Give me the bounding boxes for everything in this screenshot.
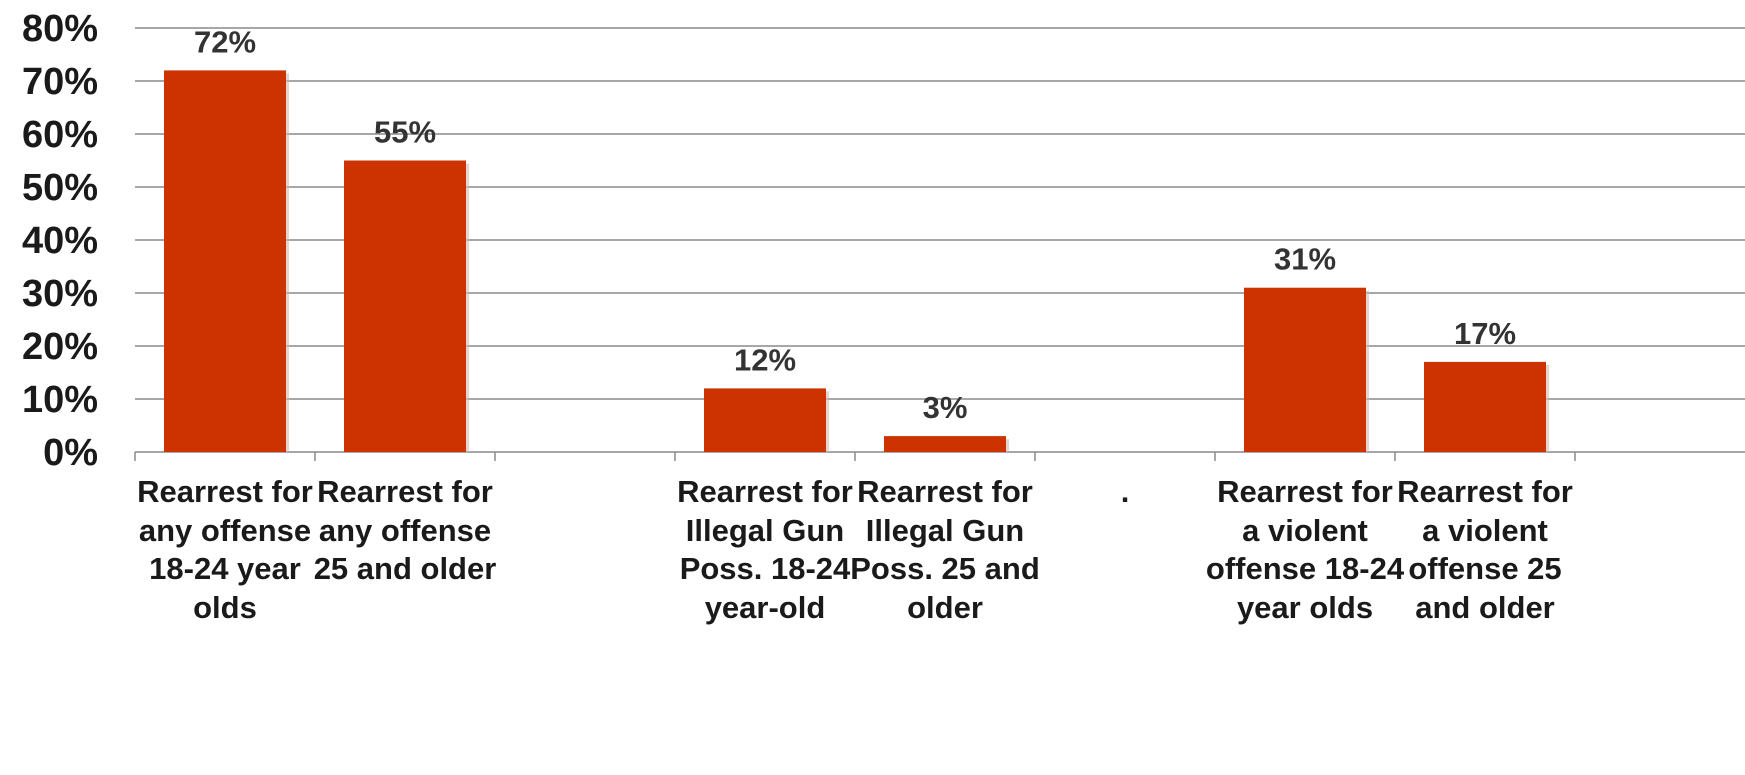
x-category-label: Rearrest for a violent offense 25 and ol… (1397, 474, 1573, 625)
x-category-label: Rearrest for any offense 25 and older (313, 474, 497, 586)
bar (344, 160, 466, 452)
x-category-label: Rearrest for Illegal Gun Poss. 25 and ol… (850, 474, 1040, 625)
y-tick-label: 10% (22, 379, 98, 421)
y-tick-label: 0% (43, 432, 98, 474)
x-category-label: Rearrest for a violent offense 18-24 yea… (1205, 474, 1405, 625)
data-label: 31% (1274, 242, 1336, 277)
bar (1244, 287, 1366, 452)
data-label: 55% (374, 115, 436, 150)
y-tick-label: 50% (22, 167, 98, 209)
data-label: 17% (1454, 316, 1516, 351)
y-tick-label: 20% (22, 326, 98, 368)
data-label: 12% (734, 342, 796, 377)
y-tick-label: 70% (22, 61, 98, 103)
data-label: 72% (194, 24, 256, 59)
bar (1424, 361, 1546, 452)
y-tick-label: 40% (22, 220, 98, 262)
x-category-label: . (1120, 474, 1130, 509)
y-tick-label: 80% (22, 8, 98, 50)
bar (884, 436, 1006, 452)
data-label: 3% (923, 390, 968, 425)
bar (704, 388, 826, 452)
x-category-label: Rearrest for Illegal Gun Poss. 18-24 yea… (677, 474, 853, 625)
y-tick-label: 60% (22, 114, 98, 156)
bar (164, 70, 286, 453)
y-tick-label: 30% (22, 273, 98, 315)
x-category-label: Rearrest for any offense 18-24 year olds (137, 474, 313, 625)
